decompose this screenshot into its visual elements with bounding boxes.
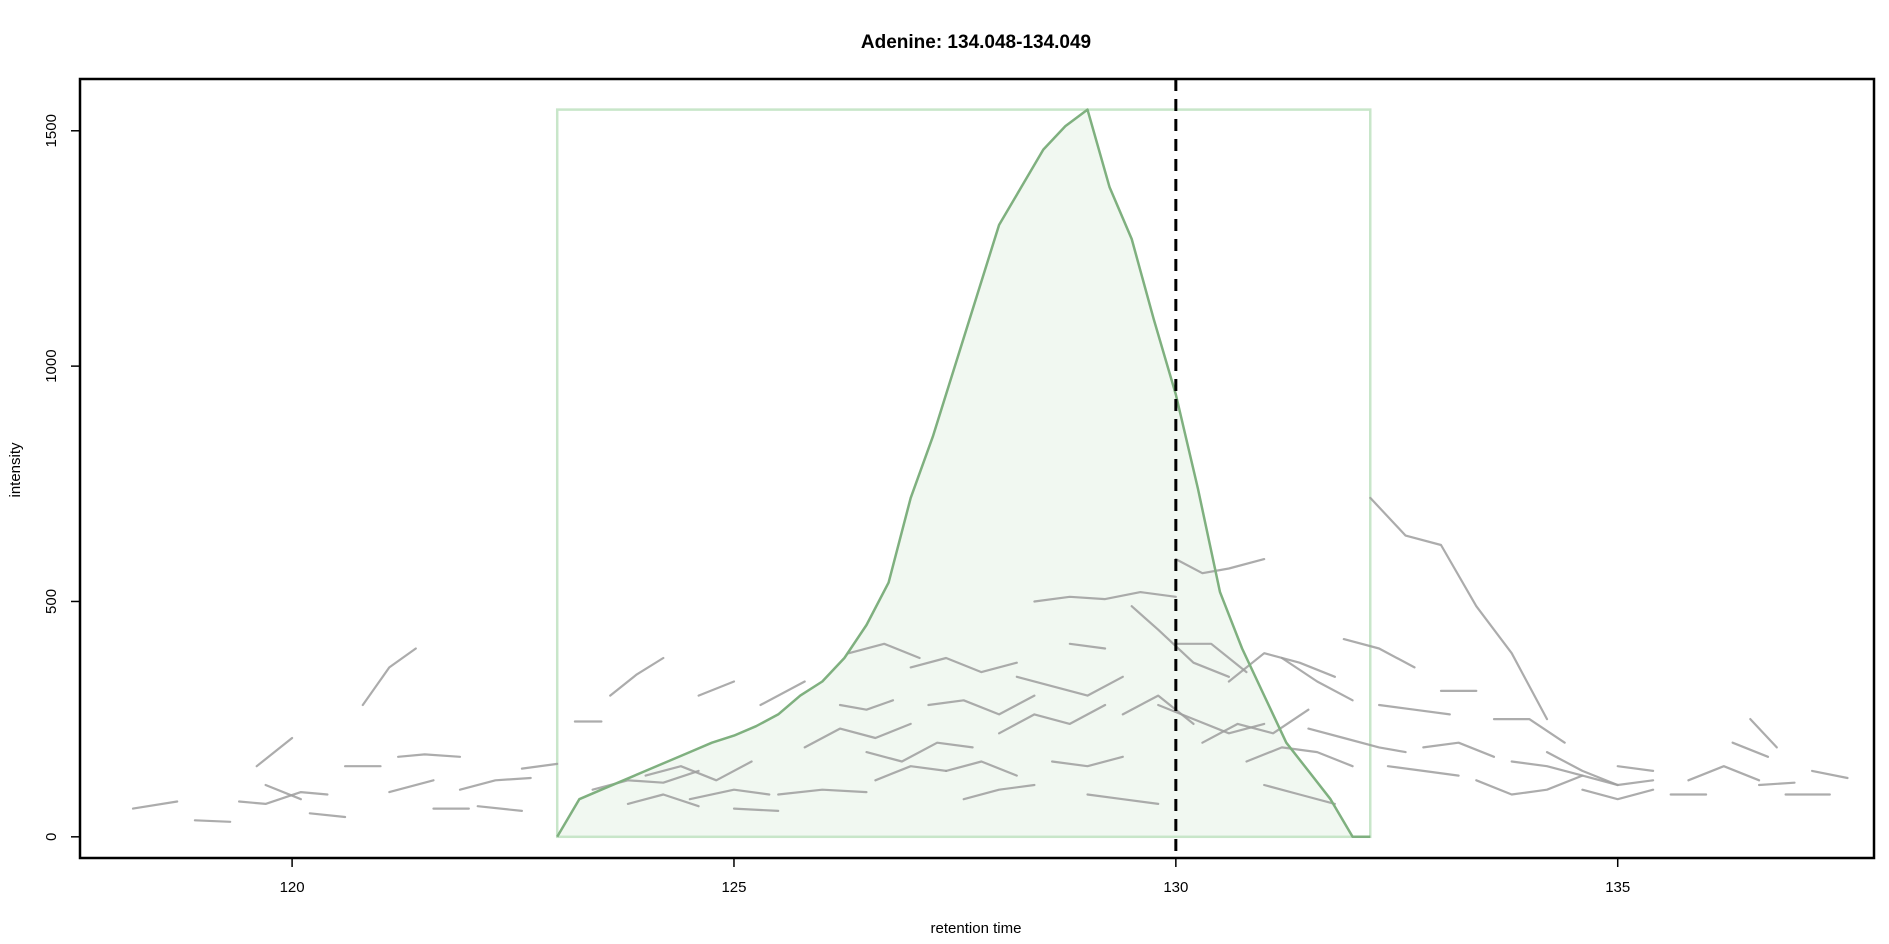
- trace-line-49: [1280, 656, 1354, 702]
- trace-line-45: [1201, 708, 1310, 744]
- trace-line-8: [361, 647, 417, 707]
- y-axis-label: intensity: [7, 442, 24, 498]
- trace-line-23: [759, 680, 806, 707]
- x-axis-label: retention time: [931, 920, 1022, 937]
- trace-line-30: [909, 656, 1018, 674]
- trace-line-48: [1263, 783, 1337, 806]
- trace-line-31: [927, 694, 1036, 716]
- trace-line-22: [732, 807, 780, 813]
- trace-line-4: [255, 736, 294, 768]
- trace-line-19: [644, 760, 753, 782]
- plot-area: [131, 79, 1849, 858]
- trace-line-53: [1377, 703, 1451, 716]
- trace-line-21: [697, 680, 736, 697]
- trace-line-25: [803, 722, 912, 749]
- trace-line-14: [520, 762, 559, 770]
- trace-line-36: [1033, 590, 1177, 603]
- trace-line-44: [1174, 642, 1248, 674]
- trace-line-67: [1757, 781, 1796, 787]
- axes: 120 125 130 135 0 500 1000 1500: [43, 77, 1876, 896]
- plot-frame: [78, 77, 1876, 860]
- trace-line-39: [1086, 793, 1160, 806]
- trace-line-66: [1749, 717, 1778, 749]
- trace-line-32: [944, 760, 1018, 777]
- integration-box: [555, 108, 1372, 839]
- trace-line-33: [962, 783, 1036, 801]
- trace-line-64: [1687, 765, 1761, 782]
- x-tick-label: 120: [280, 879, 305, 896]
- trace-line-42: [1157, 703, 1266, 735]
- trace-line-57: [1475, 774, 1584, 796]
- peak-line: [556, 108, 1371, 839]
- trace-line-29: [874, 765, 948, 782]
- y-tick-label: 500: [43, 589, 60, 614]
- y-tick-label: 1500: [43, 114, 60, 147]
- trace-line-52: [1369, 496, 1549, 721]
- trace-line-24: [777, 788, 868, 796]
- trace-line-5: [264, 783, 302, 801]
- trace-line-28: [865, 741, 974, 763]
- trace-line-20: [688, 788, 771, 801]
- trace-line-3: [238, 790, 329, 806]
- x-tick-label: 125: [721, 879, 746, 896]
- trace-line-62: [1616, 765, 1655, 773]
- trace-line-12: [458, 776, 532, 791]
- trace-line-16: [609, 656, 665, 697]
- trace-line-58: [1492, 717, 1566, 744]
- trace-line-54: [1386, 765, 1460, 777]
- chart-title: Adenine: 134.048-134.049: [861, 32, 1091, 53]
- trace-line-55: [1422, 741, 1496, 758]
- trace-line-69: [1810, 769, 1849, 780]
- trace-line-26: [838, 699, 895, 711]
- trace-line-50: [1307, 727, 1407, 754]
- trace-line-47: [1245, 746, 1354, 768]
- y-tick-label: 1000: [43, 349, 60, 382]
- trace-line-6: [308, 812, 347, 819]
- trace-line-2: [193, 819, 232, 823]
- trace-line-10: [397, 753, 462, 758]
- y-tick-label: 0: [43, 833, 60, 841]
- x-tick-label: 130: [1163, 879, 1188, 896]
- x-tick-label: 135: [1605, 879, 1630, 896]
- trace-line-18: [626, 793, 700, 808]
- peak-area-fill: [557, 109, 1371, 837]
- trace-line-51: [1342, 637, 1416, 669]
- trace-line-59: [1510, 760, 1619, 787]
- trace-line-60: [1545, 750, 1655, 787]
- trace-line-27: [847, 642, 921, 660]
- trace-line-37: [1050, 755, 1124, 768]
- trace-line-61: [1581, 788, 1655, 801]
- trace-line-34: [997, 703, 1107, 735]
- trace-line-65: [1731, 741, 1770, 758]
- trace-line-35: [1015, 675, 1124, 697]
- trace-line-38: [1068, 642, 1107, 650]
- trace-line-1: [131, 800, 179, 810]
- trace-line-9: [388, 779, 435, 794]
- trace-line-13: [476, 805, 524, 813]
